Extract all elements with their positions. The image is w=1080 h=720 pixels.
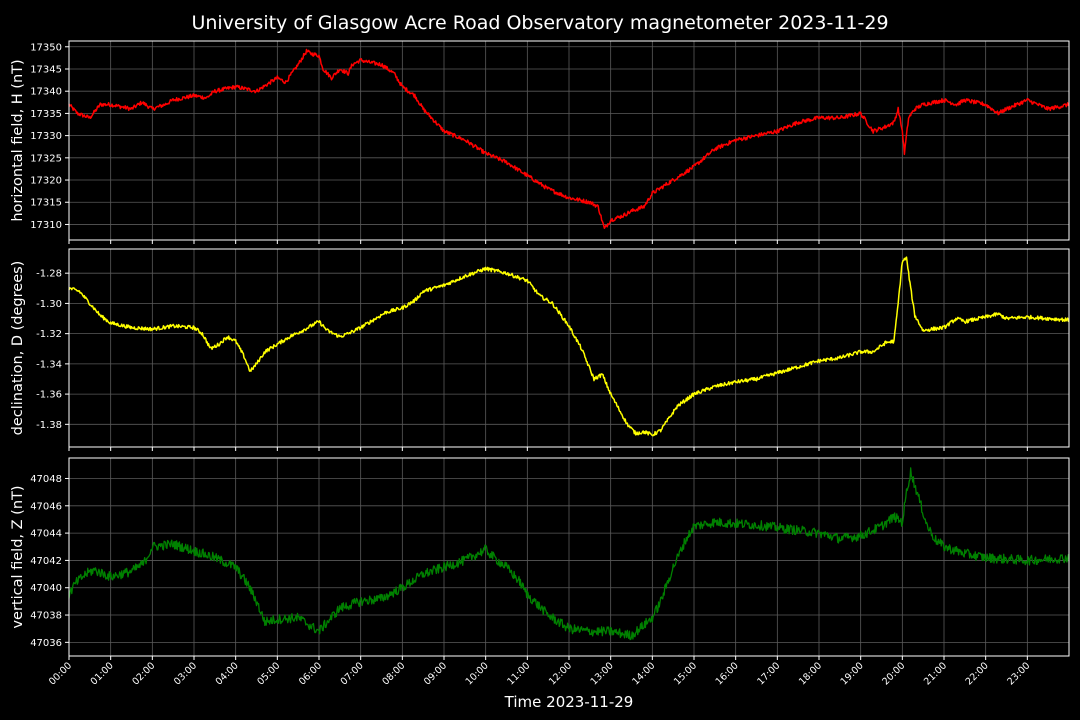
z-field-tick-label-y: 47042 [30, 556, 62, 567]
declination-tick-label-y: -1.34 [36, 359, 62, 370]
z-field-tick-label-y: 47048 [30, 474, 62, 485]
h-field-tick-label-y: 17320 [30, 176, 62, 187]
h-field-tick-label-y: 17310 [30, 220, 62, 231]
h-field-tick-label-y: 17325 [30, 153, 62, 164]
z-field-tick-label-y: 47036 [30, 638, 62, 649]
z-field-tick-label-y: 47046 [30, 501, 62, 512]
z-field-tick-label-y: 47044 [30, 529, 62, 540]
h-field-tick-label-y: 17350 [30, 42, 62, 53]
h-field-tick-label-y: 17340 [30, 87, 62, 98]
h-field-tick-label-y: 17335 [30, 109, 62, 120]
z-field-series-line [68, 467, 1070, 641]
z-field-tick-label-y: 47038 [30, 611, 62, 622]
h-field-frame [68, 40, 1070, 241]
declination-tick-label-y: -1.32 [36, 329, 62, 340]
x-axis-label: Time 2023-11-29 [504, 693, 634, 711]
declination-frame [68, 248, 1070, 448]
z-field-tick-label-y: 47040 [30, 583, 62, 594]
z-field-panel: 47036 47038 47040 47042 47044 47046 47048 verti… [10, 457, 1070, 660]
h-field-tick-label-y: 17315 [30, 198, 62, 209]
chart-panels: 17310 17315 17320 17325 17330 17335 17340 17345… [10, 40, 1070, 660]
declination-panel: -1.38 -1.36 -1.34 -1.32 -1.30 -1.28 declinatio… [10, 248, 1070, 451]
declination-series-line [68, 256, 1070, 437]
h-field-tick-label-y: 17345 [30, 64, 62, 75]
h-field-panel: 17310 17315 17320 17325 17330 17335 17340 17345… [10, 40, 1070, 244]
declination-tick-label-y: -1.36 [36, 390, 62, 401]
declination-tick-label-y: -1.38 [36, 420, 62, 431]
h-field-series-line [68, 48, 1070, 230]
h-field-y-axis-label: horizontal field, H (nT) [10, 59, 26, 221]
declination-tick-label-y: -1.30 [36, 299, 62, 310]
chart-title: University of Glasgow Acre Road Observat… [191, 12, 888, 34]
h-field-tick-label-y: 17330 [30, 131, 62, 142]
z-field-frame [68, 457, 1070, 657]
z-field-y-axis-label: vertical field, Z (nT) [10, 485, 26, 628]
declination-tick-label-y: -1.28 [36, 269, 62, 280]
declination-y-axis-label: declination, D (degrees) [10, 261, 26, 436]
